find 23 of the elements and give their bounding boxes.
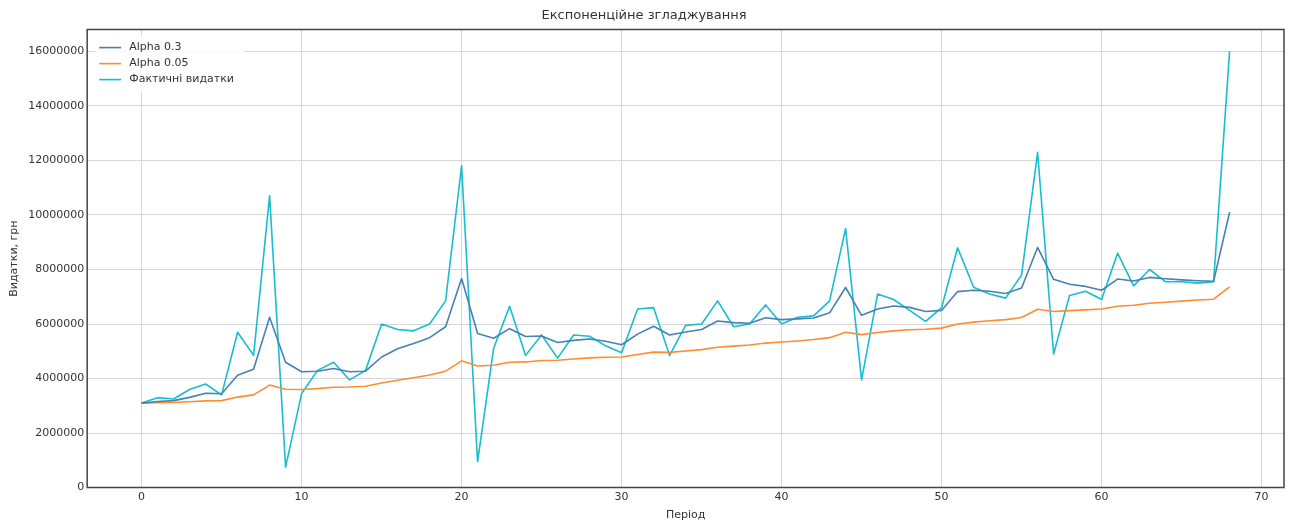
y-tick-label: 14000000 <box>28 98 85 112</box>
x-tick-label: 20 <box>454 490 469 504</box>
x-axis-title: Період <box>665 508 706 522</box>
y-axis-title: Видатки, грн <box>7 220 21 297</box>
y-tick-label: 0 <box>77 480 85 494</box>
x-tick-label: 70 <box>1254 490 1269 504</box>
y-tick-label: 10000000 <box>28 207 85 221</box>
x-tick-label: 30 <box>614 490 629 504</box>
x-tick-label: 40 <box>774 490 789 504</box>
x-tick-label: 50 <box>934 490 949 504</box>
y-tick-label: 16000000 <box>28 44 85 58</box>
y-tick-label: 4000000 <box>35 371 85 385</box>
chart-title: Експоненційне згладжування <box>541 7 747 23</box>
y-tick-label: 6000000 <box>35 316 85 330</box>
x-tick-label: 60 <box>1094 490 1109 504</box>
legend-label: Фактичні видатки <box>129 72 235 86</box>
y-tick-label: 8000000 <box>35 262 85 276</box>
legend-label: Alpha 0.05 <box>129 56 189 70</box>
y-tick-label: 12000000 <box>28 153 85 167</box>
legend-label: Alpha 0.3 <box>129 40 182 54</box>
x-tick-label: 10 <box>294 490 309 504</box>
y-tick-label: 2000000 <box>35 425 85 439</box>
x-tick-label: 0 <box>138 490 146 504</box>
